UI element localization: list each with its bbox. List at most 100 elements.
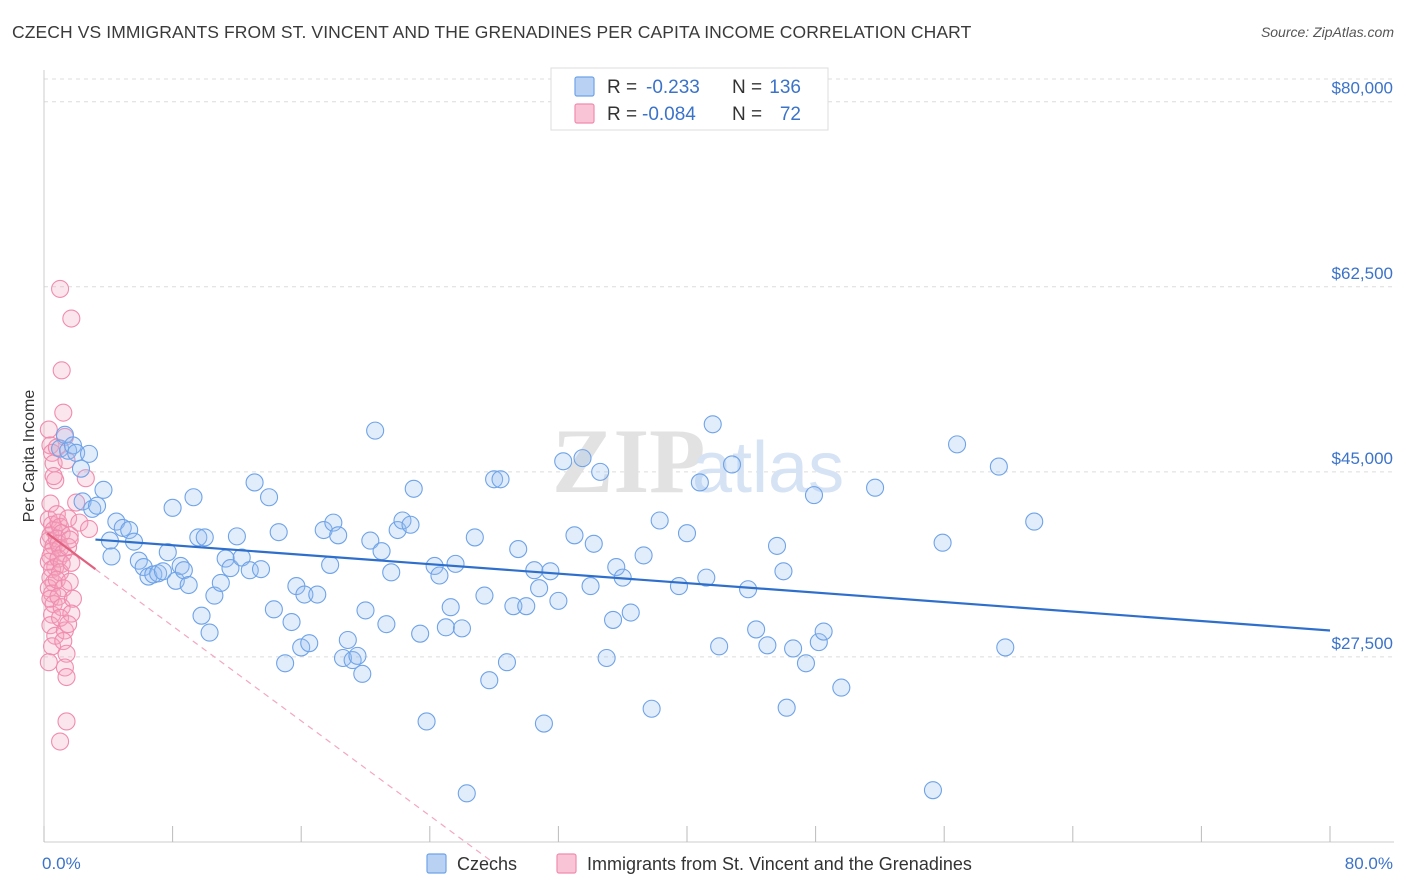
blue-point-130	[933, 533, 952, 552]
blue-point-96	[565, 526, 584, 545]
blue-point-38	[227, 527, 246, 546]
blue-point-8	[83, 499, 102, 518]
series-swatch-czechs	[426, 853, 447, 874]
blue-point-73	[417, 712, 436, 731]
blue-point-24	[163, 498, 182, 517]
watermark: ZIP atlas	[552, 410, 844, 512]
blue-point-67	[382, 563, 401, 582]
blue-point-88	[509, 540, 528, 559]
legend-r-value-2: -0.084	[642, 104, 696, 125]
pink-point-70	[79, 519, 99, 539]
blue-point-133	[996, 638, 1015, 657]
blue-point-5	[71, 459, 91, 478]
blue-point-85	[491, 470, 510, 489]
blue-point-49	[292, 638, 311, 657]
blue-point-31	[192, 606, 211, 625]
blue-point-46	[276, 654, 295, 673]
blue-point-54	[321, 555, 340, 574]
y-tick-labels: $80,000 $62,500 $45,000 $27,500	[1332, 79, 1393, 653]
legend-r-label-2: R =	[607, 104, 637, 125]
blue-point-113	[703, 415, 722, 434]
blue-point-99	[584, 534, 603, 553]
pink-point-53	[60, 572, 79, 591]
legend-swatch-immigrants	[574, 103, 595, 124]
trend-lines	[46, 532, 1331, 632]
blue-point-95	[554, 452, 573, 471]
pink-point-27	[39, 653, 58, 672]
series-legend: Czechs Immigrants from St. Vincent and t…	[426, 853, 972, 874]
blue-point-56	[329, 526, 348, 545]
legend-r-label-1: R =	[607, 77, 637, 98]
blue-point-50	[295, 585, 314, 604]
blue-point-62	[356, 601, 375, 620]
blue-point-112	[697, 568, 716, 587]
blue-point-51	[300, 634, 319, 653]
y-tick-label-3: $27,500	[1332, 634, 1393, 653]
blue-point-52	[308, 585, 327, 604]
blue-point-128	[866, 478, 885, 497]
blue-point-90	[525, 561, 544, 580]
blue-point-105	[621, 603, 640, 622]
pink-point-57	[57, 712, 76, 731]
blue-point-42	[251, 560, 271, 579]
blue-point-78	[446, 554, 465, 573]
blue-point-117	[747, 620, 766, 639]
blue-point-86	[497, 653, 517, 672]
pink-point-0	[39, 420, 58, 439]
blue-point-65	[372, 542, 391, 561]
blue-point-9	[87, 496, 107, 515]
blue-point-39	[232, 548, 251, 567]
blue-point-84	[485, 470, 504, 489]
watermark-atlas: atlas	[692, 428, 844, 508]
pink-trend-line	[46, 532, 97, 571]
blue-point-129	[923, 781, 942, 800]
x-tick-labels: 0.0% 80.0%	[42, 854, 1393, 873]
blue-point-127	[832, 678, 851, 697]
blue-point-41	[245, 473, 264, 492]
watermark-zip: ZIP	[552, 410, 705, 512]
blue-point-111	[690, 473, 709, 492]
blue-point-33	[200, 623, 219, 642]
blue-point-94	[549, 591, 568, 610]
y-axis-title: Per Capita Income	[21, 390, 38, 523]
y-tick-label-2: $45,000	[1332, 449, 1393, 468]
blue-point-79	[452, 619, 472, 638]
blue-point-123	[796, 654, 816, 673]
blue-point-107	[642, 699, 661, 718]
blue-point-72	[411, 624, 430, 643]
pink-point-46	[57, 644, 76, 663]
blue-point-125	[809, 633, 828, 652]
blue-point-15	[120, 520, 139, 540]
blue-point-122	[784, 639, 803, 658]
stats-legend: R = -0.233 N = 136 R = -0.084 N = 72	[550, 67, 829, 131]
blue-point-64	[366, 421, 385, 440]
blue-point-120	[774, 562, 793, 581]
pink-point-61	[52, 361, 71, 380]
pink-point-71	[60, 530, 79, 549]
series-swatch-immigrants	[556, 853, 577, 874]
legend-n-label-2: N =	[732, 104, 762, 125]
y-tick-label-0: $80,000	[1332, 79, 1393, 98]
pink-point-55	[62, 604, 81, 623]
blue-point-7	[73, 492, 92, 511]
blue-point-108	[650, 511, 669, 530]
blue-trend-line	[95, 538, 1331, 632]
pink-point-66	[44, 467, 63, 486]
blue-point-121	[777, 698, 796, 717]
blue-point-75	[430, 566, 449, 585]
pink-point-68	[67, 493, 86, 512]
blue-point-29	[184, 488, 203, 507]
blue-point-69	[393, 511, 412, 530]
blue-point-119	[767, 536, 787, 555]
pink-point-62	[54, 403, 73, 422]
blue-point-61	[353, 664, 372, 683]
blue-point-89	[517, 597, 536, 616]
blue-point-102	[604, 610, 623, 629]
blue-point-106	[634, 546, 653, 565]
pink-point-69	[70, 513, 89, 532]
legend-n-value-1: 136	[769, 77, 801, 98]
blue-point-71	[404, 479, 423, 498]
blue-point-10	[94, 480, 113, 499]
blue-point-44	[264, 600, 283, 619]
